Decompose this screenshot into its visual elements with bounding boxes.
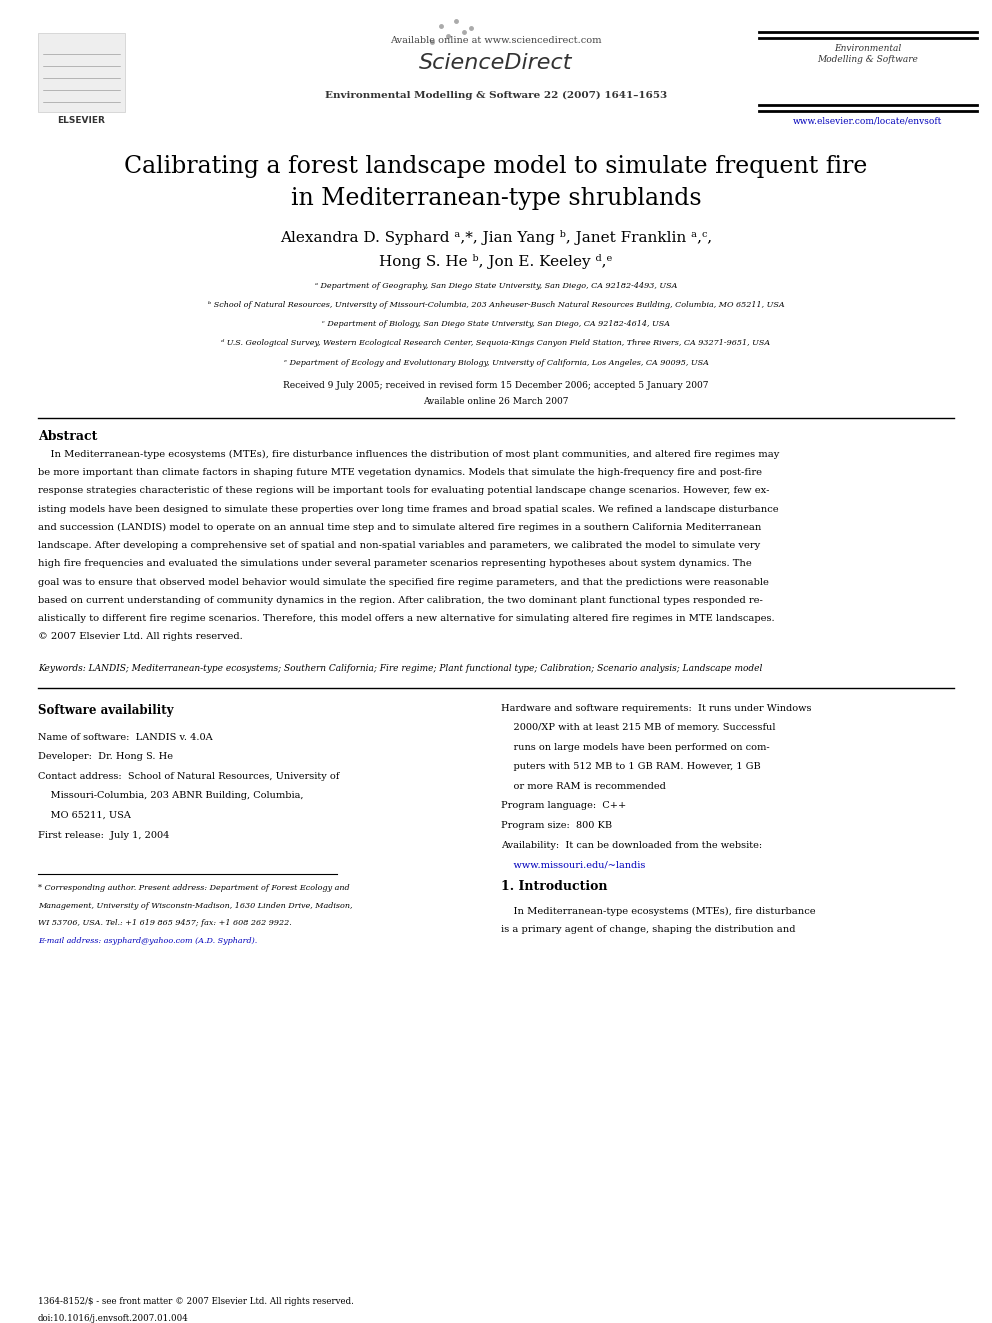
Text: Management, University of Wisconsin-Madison, 1630 Linden Drive, Madison,: Management, University of Wisconsin-Madi… xyxy=(38,902,352,910)
Text: doi:10.1016/j.envsoft.2007.01.004: doi:10.1016/j.envsoft.2007.01.004 xyxy=(38,1314,188,1323)
Text: Name of software:  LANDIS v. 4.0A: Name of software: LANDIS v. 4.0A xyxy=(38,733,212,742)
Text: Abstract: Abstract xyxy=(38,430,97,443)
Text: First release:  July 1, 2004: First release: July 1, 2004 xyxy=(38,831,169,840)
Text: or more RAM is recommended: or more RAM is recommended xyxy=(501,782,666,791)
Text: Program language:  C++: Program language: C++ xyxy=(501,802,626,811)
Text: landscape. After developing a comprehensive set of spatial and non-spatial varia: landscape. After developing a comprehens… xyxy=(38,541,760,550)
Bar xyxy=(38,33,125,112)
Text: Calibrating a forest landscape model to simulate frequent fire
in Mediterranean-: Calibrating a forest landscape model to … xyxy=(124,155,868,210)
Text: In Mediterranean-type ecosystems (MTEs), fire disturbance: In Mediterranean-type ecosystems (MTEs),… xyxy=(501,906,815,916)
Text: Environmental
Modelling & Software: Environmental Modelling & Software xyxy=(817,44,919,65)
Text: ᶜ Department of Biology, San Diego State University, San Diego, CA 92182-4614, U: ᶜ Department of Biology, San Diego State… xyxy=(322,320,670,328)
Text: Environmental Modelling & Software 22 (2007) 1641–1653: Environmental Modelling & Software 22 (2… xyxy=(325,91,667,101)
Text: E-mail address: asyphard@yahoo.com (A.D. Syphard).: E-mail address: asyphard@yahoo.com (A.D.… xyxy=(38,937,257,945)
Text: MO 65211, USA: MO 65211, USA xyxy=(38,811,131,820)
Text: response strategies characteristic of these regions will be important tools for : response strategies characteristic of th… xyxy=(38,487,769,495)
Text: Availability:  It can be downloaded from the website:: Availability: It can be downloaded from … xyxy=(501,840,762,849)
Text: puters with 512 MB to 1 GB RAM. However, 1 GB: puters with 512 MB to 1 GB RAM. However,… xyxy=(501,762,761,771)
Text: Available online at www.sciencedirect.com: Available online at www.sciencedirect.co… xyxy=(390,36,602,45)
Text: alistically to different fire regime scenarios. Therefore, this model offers a n: alistically to different fire regime sce… xyxy=(38,614,775,623)
Text: 1. Introduction: 1. Introduction xyxy=(501,880,607,893)
Text: goal was to ensure that observed model behavior would simulate the specified fir: goal was to ensure that observed model b… xyxy=(38,578,769,586)
Text: ᵉ Department of Ecology and Evolutionary Biology, University of California, Los : ᵉ Department of Ecology and Evolutionary… xyxy=(284,359,708,366)
Text: Received 9 July 2005; received in revised form 15 December 2006; accepted 5 Janu: Received 9 July 2005; received in revise… xyxy=(284,381,708,390)
Text: be more important than climate factors in shaping future MTE vegetation dynamics: be more important than climate factors i… xyxy=(38,468,762,478)
Text: 1364-8152/$ - see front matter © 2007 Elsevier Ltd. All rights reserved.: 1364-8152/$ - see front matter © 2007 El… xyxy=(38,1297,353,1306)
Text: 2000/XP with at least 215 MB of memory. Successful: 2000/XP with at least 215 MB of memory. … xyxy=(501,724,776,732)
Text: Alexandra D. Syphard ᵃ,*, Jian Yang ᵇ, Janet Franklin ᵃ,ᶜ,: Alexandra D. Syphard ᵃ,*, Jian Yang ᵇ, J… xyxy=(280,230,712,245)
Text: www.elsevier.com/locate/envsoft: www.elsevier.com/locate/envsoft xyxy=(794,116,942,126)
Text: Hardware and software requirements:  It runs under Windows: Hardware and software requirements: It r… xyxy=(501,704,811,713)
Text: Missouri-Columbia, 203 ABNR Building, Columbia,: Missouri-Columbia, 203 ABNR Building, Co… xyxy=(38,791,304,800)
Text: * Corresponding author. Present address: Department of Forest Ecology and: * Corresponding author. Present address:… xyxy=(38,884,349,892)
Text: ᵇ School of Natural Resources, University of Missouri-Columbia, 203 Anheuser-Bus: ᵇ School of Natural Resources, Universit… xyxy=(207,300,785,310)
Text: © 2007 Elsevier Ltd. All rights reserved.: © 2007 Elsevier Ltd. All rights reserved… xyxy=(38,632,242,642)
Text: ScienceDirect: ScienceDirect xyxy=(420,53,572,73)
Text: ᵈ U.S. Geological Survey, Western Ecological Research Center, Sequoia-Kings Cany: ᵈ U.S. Geological Survey, Western Ecolog… xyxy=(221,339,771,348)
Text: Program size:  800 KB: Program size: 800 KB xyxy=(501,822,612,830)
Text: based on current understanding of community dynamics in the region. After calibr: based on current understanding of commun… xyxy=(38,595,763,605)
Text: WI 53706, USA. Tel.: +1 619 865 9457; fax: +1 608 262 9922.: WI 53706, USA. Tel.: +1 619 865 9457; fa… xyxy=(38,919,292,927)
Text: Hong S. He ᵇ, Jon E. Keeley ᵈ,ᵉ: Hong S. He ᵇ, Jon E. Keeley ᵈ,ᵉ xyxy=(379,254,613,269)
Text: Contact address:  School of Natural Resources, University of: Contact address: School of Natural Resou… xyxy=(38,771,339,781)
Text: Keywords: LANDIS; Mediterranean-type ecosystems; Southern California; Fire regim: Keywords: LANDIS; Mediterranean-type eco… xyxy=(38,664,762,673)
Text: Developer:  Dr. Hong S. He: Developer: Dr. Hong S. He xyxy=(38,753,173,761)
Text: runs on large models have been performed on com-: runs on large models have been performed… xyxy=(501,742,770,751)
Text: ᵃ Department of Geography, San Diego State University, San Diego, CA 92182-4493,: ᵃ Department of Geography, San Diego Sta… xyxy=(314,282,678,290)
Text: www.missouri.edu/~landis: www.missouri.edu/~landis xyxy=(501,860,646,869)
Text: Available online 26 March 2007: Available online 26 March 2007 xyxy=(424,397,568,406)
Text: isting models have been designed to simulate these properties over long time fra: isting models have been designed to simu… xyxy=(38,504,779,513)
Text: is a primary agent of change, shaping the distribution and: is a primary agent of change, shaping th… xyxy=(501,925,796,934)
Text: ELSEVIER: ELSEVIER xyxy=(58,116,105,126)
Text: In Mediterranean-type ecosystems (MTEs), fire disturbance influences the distrib: In Mediterranean-type ecosystems (MTEs),… xyxy=(38,450,779,459)
Text: high fire frequencies and evaluated the simulations under several parameter scen: high fire frequencies and evaluated the … xyxy=(38,560,752,569)
Text: Software availability: Software availability xyxy=(38,704,174,717)
Text: and succession (LANDIS) model to operate on an annual time step and to simulate : and succession (LANDIS) model to operate… xyxy=(38,523,761,532)
